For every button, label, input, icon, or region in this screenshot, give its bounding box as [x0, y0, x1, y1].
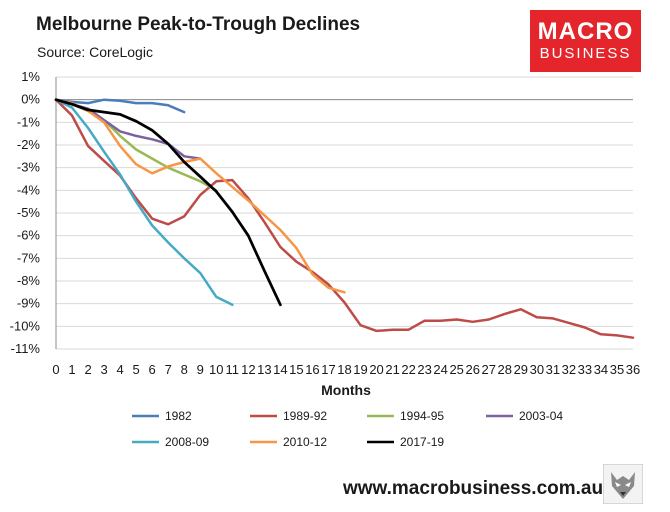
wolf-icon [603, 464, 643, 504]
y-tick-label: -9% [17, 296, 41, 311]
legend-label-1989-92: 1989-92 [283, 409, 327, 423]
legend-label-2003-04: 2003-04 [519, 409, 563, 423]
x-tick-label: 27 [482, 362, 496, 377]
x-axis-ticks: 0 1 2 3 4 5 6 7 8 9 10 11 12 13 14 15 16 17 18 19 20 21 22 23 24… [52, 362, 640, 377]
x-axis-label: Months [321, 382, 371, 398]
y-tick-label: -7% [17, 250, 41, 265]
x-tick-label: 0 [52, 362, 59, 377]
legend-label-2010-12: 2010-12 [283, 435, 327, 449]
series-line-2008-09 [54, 98, 234, 307]
chart-title: Melbourne Peak-to-Trough Declines [36, 14, 361, 35]
x-tick-label: 18 [337, 362, 351, 377]
line-chart: 1%0%-1%-2%-3%-4%-5%-6%-7%-8%-9%-10%-11% … [10, 69, 641, 449]
y-tick-label: 1% [21, 69, 40, 84]
x-tick-label: 30 [530, 362, 544, 377]
x-tick-label: 20 [369, 362, 383, 377]
x-tick-label: 36 [626, 362, 640, 377]
website-url: www.macrobusiness.com.au [343, 478, 604, 499]
x-tick-label: 12 [241, 362, 255, 377]
x-tick-label: 34 [594, 362, 608, 377]
x-tick-label: 8 [181, 362, 188, 377]
x-tick-label: 26 [465, 362, 479, 377]
x-tick-label: 28 [498, 362, 512, 377]
x-tick-label: 14 [273, 362, 287, 377]
x-tick-label: 35 [610, 362, 624, 377]
x-tick-label: 5 [133, 362, 140, 377]
legend-label-1982: 1982 [165, 409, 192, 423]
x-tick-label: 31 [546, 362, 560, 377]
x-tick-label: 25 [449, 362, 463, 377]
legend-label-2017-19: 2017-19 [400, 435, 444, 449]
y-tick-label: -11% [11, 341, 41, 356]
y-tick-label: -1% [17, 114, 41, 129]
x-tick-label: 2 [84, 362, 91, 377]
x-tick-label: 10 [209, 362, 223, 377]
x-tick-label: 13 [257, 362, 271, 377]
axes [55, 77, 633, 349]
x-tick-label: 32 [562, 362, 576, 377]
x-tick-label: 21 [385, 362, 399, 377]
x-tick-label: 17 [321, 362, 335, 377]
y-tick-label: -10% [10, 318, 41, 333]
series-line-2017-19 [54, 98, 282, 307]
x-tick-label: 15 [289, 362, 303, 377]
chart-subtitle: Source: CoreLogic [37, 44, 153, 60]
x-tick-label: 33 [578, 362, 592, 377]
legend-label-1994-95: 1994-95 [400, 409, 444, 423]
y-tick-label: -4% [17, 182, 41, 197]
x-tick-label: 16 [305, 362, 319, 377]
series-lines [54, 98, 635, 339]
x-tick-label: 29 [514, 362, 528, 377]
y-tick-label: -6% [17, 228, 41, 243]
x-tick-label: 19 [353, 362, 367, 377]
series-line-1982 [54, 98, 186, 114]
x-tick-label: 7 [165, 362, 172, 377]
x-tick-label: 3 [100, 362, 107, 377]
x-tick-label: 24 [433, 362, 447, 377]
series-line-1989-92 [54, 98, 635, 339]
x-tick-label: 9 [197, 362, 204, 377]
macrobusiness-logo: MACRO BUSINESS [530, 10, 641, 72]
y-tick-label: -8% [17, 273, 41, 288]
y-tick-label: -5% [17, 205, 41, 220]
y-tick-label: -3% [17, 160, 41, 175]
x-tick-label: 11 [226, 362, 240, 377]
y-tick-label: -2% [17, 137, 41, 152]
y-tick-label: 0% [21, 92, 40, 107]
legend: 1982 1989-92 1994-95 2003-04 2008-09 2010-12 2… [132, 409, 563, 449]
logo-line-2: BUSINESS [539, 45, 632, 62]
y-axis-ticks: 1% 0% -1% -2% -3% -4% -5% -6% -7% -8% -9% -10% -11% [10, 69, 41, 356]
x-tick-label: 4 [116, 362, 123, 377]
legend-label-2008-09: 2008-09 [165, 435, 209, 449]
x-tick-label: 1 [68, 362, 75, 377]
x-tick-label: 22 [401, 362, 415, 377]
x-tick-label: 23 [417, 362, 431, 377]
logo-line-1: MACRO [537, 18, 634, 45]
series-line-2010-12 [54, 98, 346, 294]
x-tick-label: 6 [149, 362, 156, 377]
